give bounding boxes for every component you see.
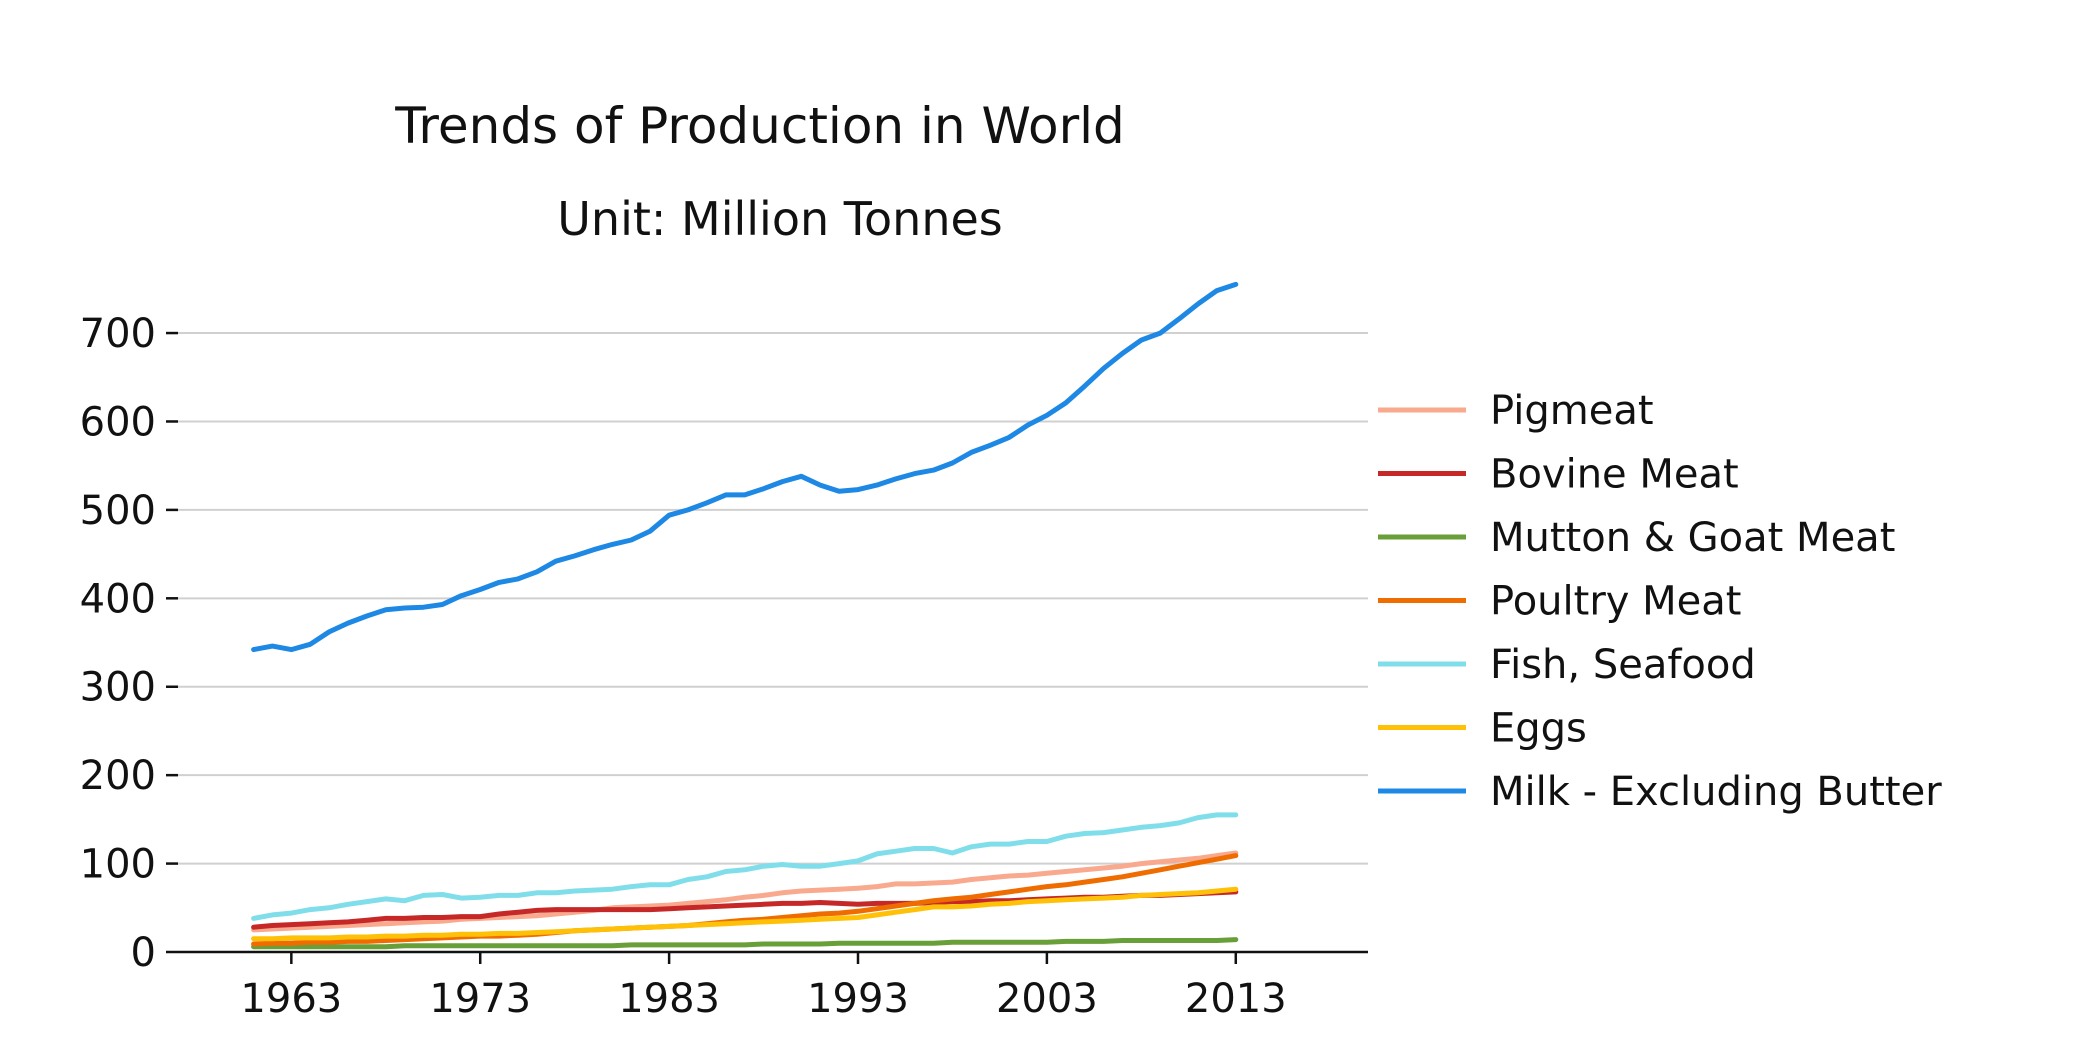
series-lines bbox=[251, 281, 1239, 950]
y-tick-label: 400 bbox=[80, 576, 156, 622]
x-tick-label: 1993 bbox=[807, 976, 909, 1022]
series-line-fish-seafood bbox=[251, 812, 1239, 921]
series-line-mutton-goat-meat bbox=[251, 937, 1239, 950]
legend-label-eggs: Eggs bbox=[1490, 706, 1587, 752]
legend-label-pigmeat: Pigmeat bbox=[1490, 388, 1654, 434]
chart-title: Trends of Production in World bbox=[394, 97, 1125, 155]
series-line-eggs bbox=[251, 886, 1239, 942]
legend-label-poultry-meat: Poultry Meat bbox=[1490, 579, 1741, 625]
legend: Pigmeat Bovine Meat Mutton & Goat Meat Poul… bbox=[1378, 388, 1942, 815]
y-tick-label: 0 bbox=[131, 930, 156, 976]
x-tick-label: 2003 bbox=[996, 976, 1098, 1022]
legend-label-mutton-goat-meat: Mutton & Goat Meat bbox=[1490, 515, 1895, 561]
axes: 0 100 200 300 400 500 600 700 1963 1973 1983 1993 20… bbox=[80, 311, 1368, 1022]
x-tick-label: 1983 bbox=[618, 976, 720, 1022]
y-tick-label: 200 bbox=[80, 753, 156, 799]
series-line-poultry-meat bbox=[251, 853, 1239, 947]
x-tick-label: 1973 bbox=[429, 976, 531, 1022]
y-tick-label: 300 bbox=[80, 665, 156, 711]
y-tick-label: 700 bbox=[80, 311, 156, 357]
series-line-pigmeat bbox=[251, 850, 1239, 933]
legend-label-milk-excluding-butter: Milk - Excluding Butter bbox=[1490, 769, 1942, 815]
chart-subtitle: Unit: Million Tonnes bbox=[557, 192, 1003, 246]
x-tick-label: 2013 bbox=[1185, 976, 1287, 1022]
series-line-milk-excluding-butter bbox=[251, 281, 1239, 653]
legend-label-fish-seafood: Fish, Seafood bbox=[1490, 642, 1756, 688]
y-tick-label: 100 bbox=[80, 842, 156, 888]
y-tick-label: 600 bbox=[80, 399, 156, 445]
legend-label-bovine-meat: Bovine Meat bbox=[1490, 452, 1739, 498]
gridlines bbox=[178, 332, 1368, 865]
y-tick-label: 500 bbox=[80, 488, 156, 534]
x-tick-label: 1963 bbox=[240, 976, 342, 1022]
